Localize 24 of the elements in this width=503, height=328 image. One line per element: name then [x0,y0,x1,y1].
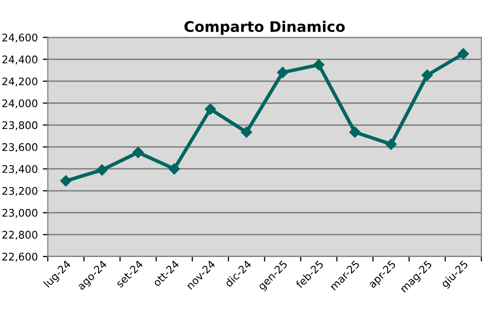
y-tick-label: 22,600 [2,252,38,262]
point [277,66,288,78]
y-tick-label: 23,000 [2,208,38,218]
point [422,70,433,81]
point [458,48,469,60]
y-tick-label: 23,400 [2,165,38,174]
point [385,138,397,150]
y-tick-label: 23,800 [2,121,38,130]
y-tick-label: 24,400 [2,56,38,64]
point [96,164,108,176]
y-tick-label: 22,800 [2,230,38,240]
point [204,104,216,115]
y-tick-label: 24,600 [2,34,38,43]
y-tick-label: 23,200 [2,186,38,196]
y-tick-label: 24,000 [2,99,38,108]
y-tick-label: 23,600 [2,143,38,152]
point [349,126,361,138]
point [240,126,252,138]
y-tick-label: 24,200 [2,77,38,86]
point [168,163,180,174]
chart-title: Comparto Dinamico [184,20,345,35]
point [313,59,324,70]
point [60,175,72,187]
point [132,146,144,158]
